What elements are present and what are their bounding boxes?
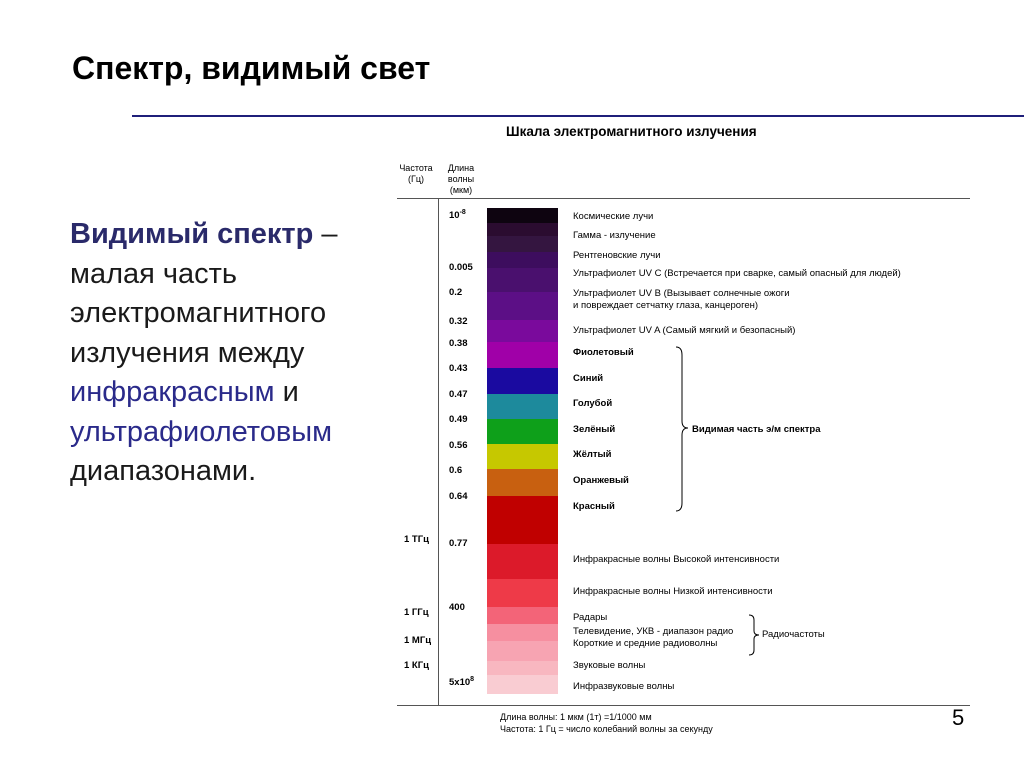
band-label: Красный	[573, 501, 615, 512]
spectrum-band	[487, 675, 558, 694]
spectrum-band	[487, 208, 558, 223]
wavelength-header: Длина волны (мкм)	[443, 163, 479, 196]
radio-bracket-icon	[748, 614, 760, 656]
wavelength-label: 5x108	[449, 676, 474, 688]
band-label: Инфракрасные волны Низкой интенсивности	[573, 586, 773, 597]
figure-top-line	[397, 198, 970, 199]
wavelength-label: 0.56	[449, 440, 468, 451]
lead-line-1: малая часть	[70, 257, 238, 290]
band-label: Короткие и средние радиоволны	[573, 638, 718, 649]
band-label: Звуковые волны	[573, 660, 646, 671]
wavelength-header-line: волны	[447, 174, 475, 184]
spectrum-band	[487, 607, 558, 624]
spectrum-band	[487, 320, 558, 342]
band-label: Телевидение, УКВ - диапазон радио	[573, 626, 734, 637]
frequency-header-line: Частота	[399, 163, 433, 173]
wavelength-base: 10	[449, 210, 460, 222]
frequency-label: 1 ГГц	[404, 607, 429, 618]
band-label: Оранжевый	[573, 475, 629, 486]
band-label: Космические лучи	[573, 211, 654, 222]
spectrum-band	[487, 394, 558, 419]
lead-line-3: излучения между	[70, 336, 305, 369]
frequency-header: Частота (Гц)	[396, 163, 436, 185]
band-label: Инфракрасные волны Высокой интенсивности	[573, 554, 780, 565]
wavelength-label: 0.38	[449, 338, 468, 349]
frequency-label: 1 КГц	[404, 660, 429, 671]
band-label: Ультрафиолет UV A (Самый мягкий и безопа…	[573, 325, 796, 336]
band-label: Синий	[573, 373, 604, 384]
frequency-label: 1 ТГц	[404, 534, 429, 545]
spectrum-band	[487, 624, 558, 641]
spectrum-band	[487, 292, 558, 320]
band-label: Фиолетовый	[573, 347, 634, 358]
wavelength-label: 0.64	[449, 491, 468, 502]
spectrum-band	[487, 252, 558, 268]
wavelength-exponent: -8	[459, 209, 466, 216]
band-label: и повреждает сетчатку глаза, канцероген)	[573, 300, 759, 311]
band-label: Рентгеновские лучи	[573, 250, 661, 261]
radio-group-label: Радиочастоты	[762, 629, 825, 640]
wavelength-label: 0.32	[449, 316, 468, 327]
band-label: Жёлтый	[573, 449, 612, 460]
wavelength-label: 0.49	[449, 414, 468, 425]
figure-bottom-line	[397, 705, 970, 706]
spectrum-band	[487, 641, 558, 661]
visible-bracket-icon	[675, 346, 689, 512]
spectrum-band	[487, 368, 558, 394]
footnote-wavelength: Длина волны: 1 мкм (1т) =1/1000 мм	[500, 712, 652, 722]
wavelength-label: 0.47	[449, 389, 468, 400]
slide-number: 5	[952, 705, 965, 730]
wavelength-label: 10-8	[449, 209, 466, 221]
lead-dash: –	[313, 218, 338, 250]
wavelength-label: 0.005	[449, 262, 473, 273]
wavelength-label: 0.2	[449, 287, 463, 298]
spectrum-band	[487, 236, 558, 252]
spectrum-band	[487, 223, 558, 236]
frequency-header-line: (Гц)	[407, 174, 425, 184]
spectrum-band	[487, 544, 558, 579]
lead-bold: Видимый спектр	[70, 218, 314, 250]
spectrum-band	[487, 469, 558, 496]
spectrum-band	[487, 268, 558, 292]
title-divider	[132, 115, 1024, 117]
lead-ultraviolet: ультрафиолетовым	[70, 415, 333, 448]
lead-infrared: инфракрасным	[70, 376, 275, 408]
spectrum-band	[487, 579, 558, 607]
wavelength-exponent: 8	[470, 676, 475, 683]
band-label: Голубой	[573, 398, 613, 409]
wavelength-header-line: Длина	[447, 163, 475, 173]
band-label: Инфразвуковые волны	[573, 681, 675, 692]
spectrum-band	[487, 444, 558, 469]
spectrum-band	[487, 342, 558, 368]
band-label: Ультрафиолет UV C (Встречается при сварк…	[573, 268, 901, 279]
figure-column-divider	[438, 198, 439, 705]
footnote-frequency: Частота: 1 Гц = число колебаний волны за…	[500, 724, 713, 734]
wavelength-base: 5x10	[449, 677, 471, 689]
band-label: Радары	[573, 612, 608, 623]
lead-text: Видимый спектр – малая часть электромагн…	[70, 215, 400, 492]
band-label: Ультрафиолет UV B (Вызывает солнечные ож…	[573, 288, 790, 299]
frequency-label: 1 МГц	[404, 635, 432, 646]
spectrum-band	[487, 496, 558, 544]
spectrum-band	[487, 419, 558, 444]
band-label: Гамма - излучение	[573, 230, 656, 241]
band-label: Зелёный	[573, 424, 616, 435]
lead-line-2: электромагнитного	[70, 297, 327, 329]
lead-and: и	[274, 376, 299, 408]
visible-group-label: Видимая часть э/м спектра	[692, 424, 821, 435]
lead-line-4: диапазонами.	[70, 455, 257, 487]
wavelength-label: 0.77	[449, 538, 468, 549]
wavelength-label: 0.6	[449, 465, 463, 476]
wavelength-label: 400	[449, 602, 465, 613]
wavelength-header-line: (мкм)	[449, 185, 473, 195]
figure-title: Шкала электромагнитного излучения	[506, 124, 757, 139]
slide-title: Спектр, видимый свет	[72, 50, 431, 86]
spectrum-band	[487, 661, 558, 675]
wavelength-label: 0.43	[449, 363, 468, 374]
